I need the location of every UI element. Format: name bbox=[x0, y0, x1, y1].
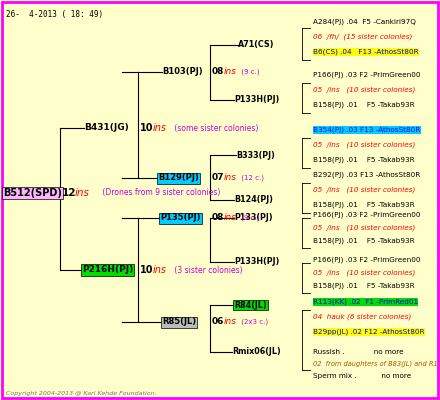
Text: (12 c.): (12 c.) bbox=[239, 175, 264, 181]
Text: R113(KK) .02  F1 -PrimRed01: R113(KK) .02 F1 -PrimRed01 bbox=[313, 299, 418, 305]
Text: 26-  4-2013 ( 18: 49): 26- 4-2013 ( 18: 49) bbox=[6, 10, 103, 19]
Text: B129(PJ): B129(PJ) bbox=[158, 174, 199, 182]
Text: B158(PJ) .01    F5 -Takab93R: B158(PJ) .01 F5 -Takab93R bbox=[313, 202, 414, 208]
Text: R85(JL): R85(JL) bbox=[162, 318, 196, 326]
Text: 05  /ins   (10 sister colonies): 05 /ins (10 sister colonies) bbox=[313, 270, 415, 276]
Text: B354(PJ) .03 F13 -AthosSt80R: B354(PJ) .03 F13 -AthosSt80R bbox=[313, 127, 420, 133]
Text: B512(SPD): B512(SPD) bbox=[3, 188, 62, 198]
Text: (3 sister colonies): (3 sister colonies) bbox=[172, 266, 242, 274]
Text: (2x3 c.): (2x3 c.) bbox=[239, 319, 268, 325]
Text: (Drones from 9 sister colonies): (Drones from 9 sister colonies) bbox=[100, 188, 220, 198]
Text: P166(PJ) .03 F2 -PrimGreen00: P166(PJ) .03 F2 -PrimGreen00 bbox=[313, 72, 421, 78]
Text: B431(JG): B431(JG) bbox=[84, 124, 129, 132]
Text: B158(PJ) .01    F5 -Takab93R: B158(PJ) .01 F5 -Takab93R bbox=[313, 157, 414, 163]
Text: P216H(PJ): P216H(PJ) bbox=[82, 266, 133, 274]
Text: B124(PJ): B124(PJ) bbox=[234, 196, 273, 204]
Text: A284(PJ) .04  F5 -Cankiri97Q: A284(PJ) .04 F5 -Cankiri97Q bbox=[313, 19, 416, 25]
Text: ins: ins bbox=[224, 174, 237, 182]
Text: 06  /fh/  (15 sister colonies): 06 /fh/ (15 sister colonies) bbox=[313, 34, 412, 40]
Text: 05  /ins   (10 sister colonies): 05 /ins (10 sister colonies) bbox=[313, 87, 415, 93]
Text: 04  hauk (6 sister colonies): 04 hauk (6 sister colonies) bbox=[313, 314, 411, 320]
Text: P133(PJ): P133(PJ) bbox=[234, 214, 273, 222]
Text: B6(CS) .04   F13 -AthosSt80R: B6(CS) .04 F13 -AthosSt80R bbox=[313, 49, 418, 55]
Text: P133H(PJ): P133H(PJ) bbox=[234, 96, 279, 104]
Text: R84(JL): R84(JL) bbox=[234, 300, 267, 310]
Text: ins: ins bbox=[224, 214, 237, 222]
Text: 12: 12 bbox=[62, 188, 77, 198]
Text: Copyright 2004-2013 @ Karl Kehde Foundation.: Copyright 2004-2013 @ Karl Kehde Foundat… bbox=[6, 391, 157, 396]
Text: 08: 08 bbox=[212, 68, 224, 76]
Text: ins: ins bbox=[224, 318, 237, 326]
Text: ins: ins bbox=[224, 68, 237, 76]
Text: P135(PJ): P135(PJ) bbox=[160, 214, 201, 222]
Text: A71(CS): A71(CS) bbox=[238, 40, 275, 50]
Text: Rmix06(JL): Rmix06(JL) bbox=[232, 348, 281, 356]
Text: P166(PJ) .03 F2 -PrimGreen00: P166(PJ) .03 F2 -PrimGreen00 bbox=[313, 212, 421, 218]
Text: ins: ins bbox=[153, 265, 167, 275]
Text: 10: 10 bbox=[140, 123, 154, 133]
Text: 05  /ins   (10 sister colonies): 05 /ins (10 sister colonies) bbox=[313, 187, 415, 193]
Text: (9 c.): (9 c.) bbox=[239, 215, 260, 221]
Text: Sperm mix .           no more: Sperm mix . no more bbox=[313, 373, 411, 379]
Text: P166(PJ) .03 F2 -PrimGreen00: P166(PJ) .03 F2 -PrimGreen00 bbox=[313, 257, 421, 263]
Text: ins: ins bbox=[75, 188, 90, 198]
Text: B158(PJ) .01    F5 -Takab93R: B158(PJ) .01 F5 -Takab93R bbox=[313, 102, 414, 108]
Text: B292(PJ) .03 F13 -AthosSt80R: B292(PJ) .03 F13 -AthosSt80R bbox=[313, 172, 420, 178]
Text: B29pp(JL) .02 F12 -AthosSt80R: B29pp(JL) .02 F12 -AthosSt80R bbox=[313, 329, 425, 335]
Text: 10: 10 bbox=[140, 265, 154, 275]
Text: B158(PJ) .01    F5 -Takab93R: B158(PJ) .01 F5 -Takab93R bbox=[313, 283, 414, 289]
Text: (some sister colonies): (some sister colonies) bbox=[172, 124, 258, 132]
Text: 02  from daughters of B83(JL) and R1.: 02 from daughters of B83(JL) and R1. bbox=[313, 361, 440, 367]
Text: 05  /ins   (10 sister colonies): 05 /ins (10 sister colonies) bbox=[313, 225, 415, 231]
Text: (9 c.): (9 c.) bbox=[239, 69, 260, 75]
Text: Russish .             no more: Russish . no more bbox=[313, 349, 403, 355]
Text: 06: 06 bbox=[212, 318, 224, 326]
Text: 08: 08 bbox=[212, 214, 224, 222]
Text: B103(PJ): B103(PJ) bbox=[162, 68, 203, 76]
Text: P133H(PJ): P133H(PJ) bbox=[234, 258, 279, 266]
Text: B333(PJ): B333(PJ) bbox=[236, 150, 275, 160]
Text: ins: ins bbox=[153, 123, 167, 133]
Text: 07: 07 bbox=[212, 174, 224, 182]
Text: B158(PJ) .01    F5 -Takab93R: B158(PJ) .01 F5 -Takab93R bbox=[313, 238, 414, 244]
Text: 05  /ins   (10 sister colonies): 05 /ins (10 sister colonies) bbox=[313, 142, 415, 148]
